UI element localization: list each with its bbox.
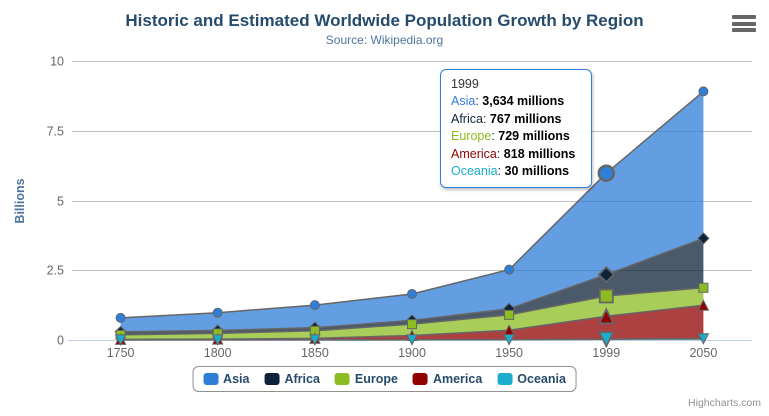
y-axis-title: Billions <box>13 178 27 223</box>
marker-asia-1750[interactable] <box>115 312 126 323</box>
legend-swatch-asia <box>203 373 219 385</box>
marker-asia-1800[interactable] <box>212 307 223 318</box>
highcharts-credits[interactable]: Highcharts.com <box>688 397 761 409</box>
marker-oceania-2050[interactable] <box>697 333 710 345</box>
marker-oceania-1800[interactable] <box>211 334 224 347</box>
marker-europe-2050[interactable] <box>698 282 709 293</box>
area-africa[interactable] <box>120 238 704 335</box>
legend-swatch-oceania <box>497 373 513 385</box>
legend-item-america[interactable]: America <box>412 372 483 386</box>
x-axis-label-1800: 1800 <box>204 346 232 360</box>
legend-swatch-europe <box>334 373 350 385</box>
export-menu-button[interactable] <box>732 15 756 32</box>
marker-asia-1850[interactable] <box>309 300 320 311</box>
x-axis-label-1850: 1850 <box>301 346 329 360</box>
marker-america-2050[interactable] <box>697 299 710 311</box>
marker-america-1999[interactable] <box>597 307 615 325</box>
marker-oceania-1950[interactable] <box>503 334 515 346</box>
area-asia[interactable] <box>120 91 704 332</box>
legend-item-africa[interactable]: Africa <box>264 372 320 386</box>
legend-label: Europe <box>354 372 398 386</box>
marker-oceania-1900[interactable] <box>406 334 418 346</box>
legend-label: America <box>432 372 483 386</box>
marker-europe-1900[interactable] <box>407 319 417 330</box>
area-america[interactable] <box>120 305 704 340</box>
marker-oceania-1750[interactable] <box>114 334 127 347</box>
hamburger-menu-icon <box>732 15 756 32</box>
marker-europe-1950[interactable] <box>504 309 515 320</box>
marker-oceania-1999[interactable] <box>597 331 615 349</box>
legend-item-europe[interactable]: Europe <box>334 372 398 386</box>
chart-subtitle: Source: Wikipedia.org <box>325 33 444 47</box>
marker-europe-1999[interactable] <box>598 288 614 304</box>
chart-title: Historic and Estimated Worldwide Populat… <box>125 11 644 30</box>
y-axis-label: 0 <box>57 334 64 348</box>
marker-africa-1999[interactable] <box>597 265 616 284</box>
marker-asia-1900[interactable] <box>407 289 417 299</box>
x-axis-label-1750: 1750 <box>107 346 135 360</box>
x-axis-label-1950: 1950 <box>495 346 523 360</box>
legend-label: Africa <box>284 372 320 386</box>
legend-swatch-america <box>412 373 428 385</box>
marker-asia-1950[interactable] <box>504 264 515 275</box>
marker-oceania-1850[interactable] <box>309 334 321 347</box>
marker-asia-2050[interactable] <box>698 86 709 97</box>
y-axis-label: 5 <box>57 195 64 209</box>
legend-label: Asia <box>223 372 250 386</box>
x-axis-label-1900: 1900 <box>398 346 426 360</box>
y-axis-label: 2.5 <box>47 264 64 278</box>
x-axis-label-1999: 1999 <box>592 346 620 360</box>
legend-item-asia[interactable]: Asia <box>203 372 249 386</box>
legend: Asia Africa Europe America Oceania <box>192 366 577 392</box>
legend-label: Oceania <box>517 372 566 386</box>
marker-africa-2050[interactable] <box>697 232 710 245</box>
legend-swatch-africa <box>264 373 280 385</box>
marker-asia-1999[interactable] <box>597 164 616 182</box>
y-axis-label: 10 <box>50 55 64 69</box>
y-axis-label: 7.5 <box>47 125 64 139</box>
legend-item-oceania[interactable]: Oceania <box>497 372 566 386</box>
x-axis-label-2050: 2050 <box>689 346 717 360</box>
